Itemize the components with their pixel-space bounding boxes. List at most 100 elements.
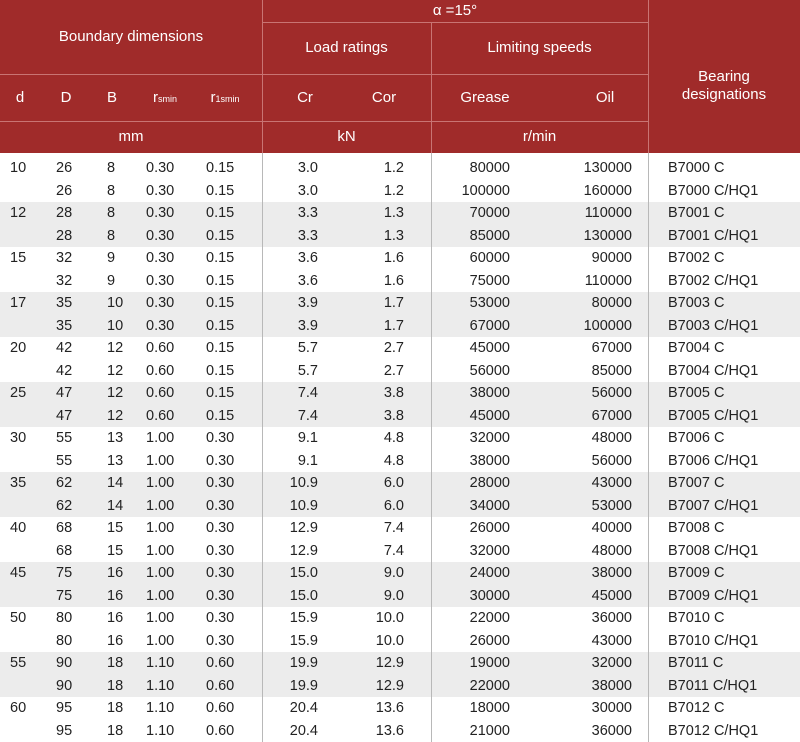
table-row: 62 14 1.00 0.30 10.9 6.0 34000 53000 B7007 C/HQ1: [0, 494, 800, 518]
cell-b: 10: [107, 295, 124, 311]
table-row: 40 68 15 1.00 0.30 12.9 7.4 26000 40000 B7008 C: [0, 517, 800, 540]
cell-cor: 6.0: [383, 475, 404, 491]
unit-kn: kN: [337, 128, 356, 145]
cell-r1smin: 0.30: [206, 610, 235, 626]
cell-grease: 26000: [469, 632, 510, 649]
col-rsmin-main: r: [152, 88, 158, 106]
cell-cr: 3.6: [297, 272, 318, 289]
cell-b: 12: [107, 340, 124, 356]
cell-b: 9: [107, 250, 116, 266]
cell-d: 32: [56, 272, 73, 289]
cell-oil: 38000: [591, 565, 632, 581]
cell-cor: 13.6: [375, 700, 404, 716]
cell-cor: 10.0: [375, 632, 404, 649]
cell-oil: 80000: [591, 295, 632, 311]
cell-oil: 43000: [591, 475, 632, 491]
cell-cor: 4.8: [383, 430, 404, 446]
cell-cor: 1.2: [383, 182, 404, 199]
cell-cor: 3.8: [383, 407, 404, 424]
cell-b: 13: [107, 452, 124, 469]
limiting-speeds-heading: Limiting speeds: [487, 39, 592, 56]
cell-oil: 53000: [591, 497, 632, 514]
cell-d: 75: [56, 565, 73, 581]
header-divider: [0, 74, 648, 75]
cell-cor: 9.0: [383, 565, 404, 581]
cell-rsmin: 0.30: [146, 160, 175, 176]
body-divider: [431, 153, 432, 742]
load-ratings-heading: Load ratings: [305, 39, 388, 56]
cell-b: 8: [107, 160, 116, 176]
cell-r1smin: 0.15: [206, 317, 235, 334]
cell-b: 18: [107, 655, 124, 671]
cell-designation: B7012 C/HQ1: [668, 722, 759, 739]
cell-grease: 45000: [469, 407, 510, 424]
cell-designation: B7006 C/HQ1: [668, 452, 759, 469]
cell-b: 16: [107, 565, 124, 581]
cell-cor: 2.7: [383, 340, 404, 356]
cell-rsmin: 1.00: [146, 430, 175, 446]
cell-cor: 12.9: [375, 677, 404, 694]
cell-d: 95: [56, 700, 73, 716]
cell-cor: 13.6: [375, 722, 404, 739]
cell-d: 80: [56, 610, 73, 626]
col-d-heading: d: [15, 88, 25, 106]
cell-d: 42: [56, 340, 73, 356]
table-row: 50 80 16 1.00 0.30 15.9 10.0 22000 36000 B7010 C: [0, 607, 800, 630]
table-header: α =15° Boundary dimensions Load ratings …: [0, 0, 800, 153]
cell-designation: B7008 C/HQ1: [668, 542, 759, 559]
cell-r1smin: 0.15: [206, 205, 235, 221]
cell-d: [10, 540, 40, 563]
cell-b: 18: [107, 677, 124, 694]
table-row: 90 18 1.10 0.60 19.9 12.9 22000 38000 B7011 C/HQ…: [0, 674, 800, 697]
cell-d: [10, 225, 40, 248]
cell-designation: B7004 C/HQ1: [668, 362, 759, 379]
cell-rsmin: 1.00: [146, 610, 175, 626]
cell-r1smin: 0.15: [206, 182, 235, 199]
cell-d: 28: [56, 205, 73, 221]
cell-oil: 130000: [583, 227, 632, 244]
table-row: 26 8 0.30 0.15 3.0 1.2 100000 160000 B7000 C/HQ1: [0, 180, 800, 203]
cell-oil: 110000: [584, 205, 632, 221]
table-row: 12 28 8 0.30 0.15 3.3 1.3 70000 110000 B7001 C: [0, 202, 800, 225]
cell-oil: 45000: [591, 587, 632, 604]
angle-label: α =15°: [432, 2, 478, 19]
cell-rsmin: 0.30: [146, 250, 175, 266]
col-grease-heading: Grease: [460, 88, 510, 106]
cell-designation: B7002 C/HQ1: [668, 272, 759, 289]
cell-grease: 30000: [469, 587, 510, 604]
cell-b: 16: [107, 610, 124, 626]
cell-cor: 1.6: [383, 272, 404, 289]
cell-cr: 3.6: [297, 250, 318, 266]
cell-d: 12: [10, 205, 27, 221]
cell-cr: 12.9: [289, 520, 318, 536]
table-row: 35 10 0.30 0.15 3.9 1.7 67000 100000 B7003 C/HQ1: [0, 314, 800, 337]
cell-d: 68: [56, 520, 73, 536]
cell-rsmin: 0.30: [146, 272, 175, 289]
cell-d: 55: [56, 452, 73, 469]
cell-designation: B7003 C/HQ1: [668, 317, 759, 334]
cell-d: 80: [56, 632, 73, 649]
cell-rsmin: 0.60: [146, 340, 175, 356]
cell-d: 68: [56, 542, 73, 559]
cell-designation: B7010 C: [668, 610, 725, 626]
cell-d: [10, 495, 40, 518]
cell-designation: B7008 C: [668, 520, 725, 536]
cell-d: 47: [56, 385, 73, 401]
cell-r1smin: 0.30: [206, 520, 235, 536]
cell-r1smin: 0.15: [206, 385, 235, 401]
cell-r1smin: 0.30: [206, 632, 235, 649]
cell-grease: 75000: [469, 272, 510, 289]
cell-oil: 85000: [591, 362, 632, 379]
cell-designation: B7007 C: [668, 475, 725, 491]
cell-cor: 3.8: [383, 385, 404, 401]
cell-cr: 15.0: [289, 587, 318, 604]
cell-cr: 3.9: [297, 295, 318, 311]
cell-cor: 7.4: [383, 542, 404, 559]
cell-r1smin: 0.60: [206, 700, 235, 716]
cell-rsmin: 1.00: [146, 632, 175, 649]
cell-designation: B7010 C/HQ1: [668, 632, 759, 649]
cell-rsmin: 1.00: [146, 587, 175, 604]
cell-d: 95: [56, 722, 73, 739]
cell-grease: 100000: [461, 182, 510, 199]
col-rsmin-heading: r smin: [140, 74, 190, 121]
